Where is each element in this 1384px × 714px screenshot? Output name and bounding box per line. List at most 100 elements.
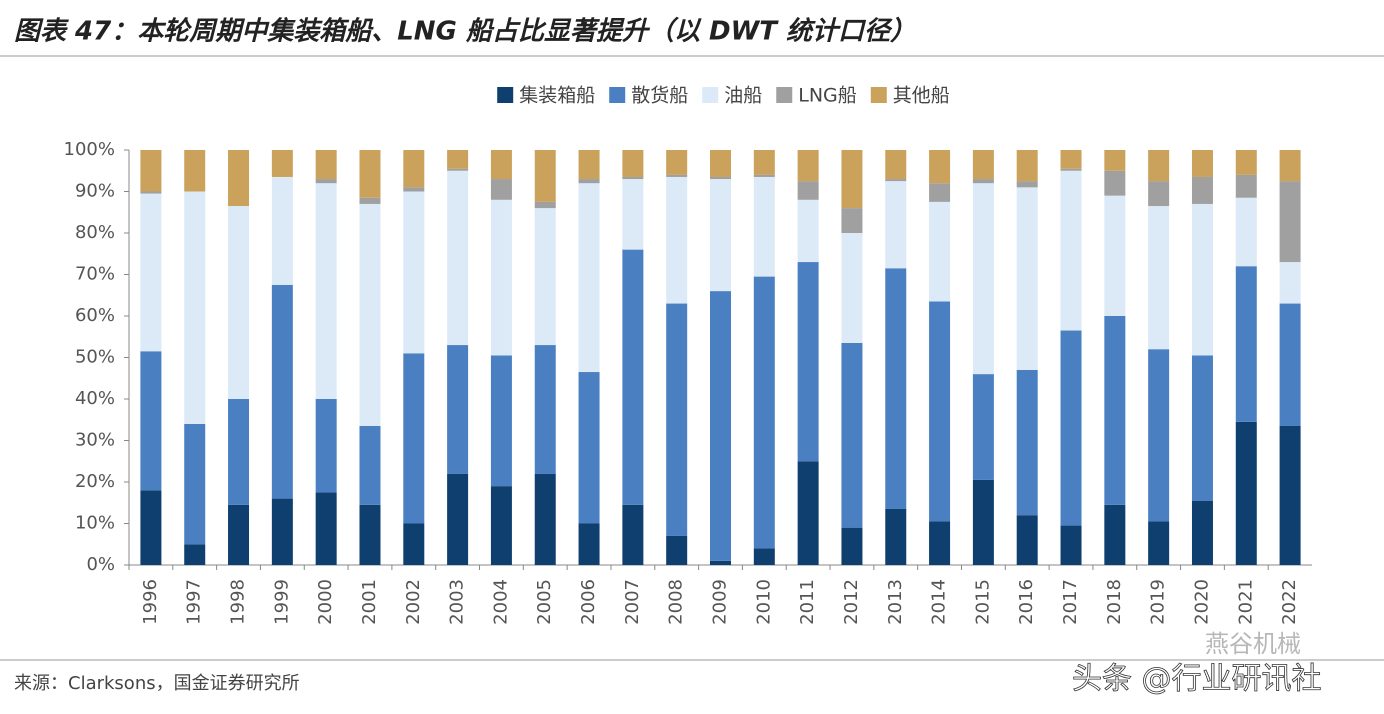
x-tick-label: 2003 xyxy=(447,579,468,625)
bar-segment xyxy=(403,191,425,354)
bar-segment xyxy=(184,423,206,545)
bar-segment xyxy=(1279,181,1301,263)
legend-label: 油船 xyxy=(724,85,762,107)
bar-segment xyxy=(534,473,556,565)
bar-segment xyxy=(140,150,162,192)
x-tick-label: 1996 xyxy=(140,579,161,625)
bar-segment xyxy=(753,174,775,177)
bar-segment xyxy=(534,345,556,474)
x-tick-label: 2014 xyxy=(929,579,950,625)
bar-segment xyxy=(753,548,775,565)
legend-label: 其他船 xyxy=(893,85,950,107)
legend-swatch xyxy=(497,87,514,103)
x-tick-label: 2012 xyxy=(841,579,862,625)
bar-segment xyxy=(315,399,337,493)
bar-segment xyxy=(797,199,819,263)
legend-label: LNG船 xyxy=(798,85,857,107)
bar-segment xyxy=(403,150,425,188)
bar-segment xyxy=(753,176,775,277)
bar-segment xyxy=(1235,174,1257,198)
bar-segment xyxy=(885,181,907,269)
bar-segment xyxy=(797,150,819,182)
bar-segment xyxy=(929,183,951,202)
bar-segment xyxy=(1060,150,1082,169)
x-tick-label: 2008 xyxy=(666,579,687,625)
bar-segment xyxy=(447,150,469,169)
bar-segment xyxy=(140,193,162,352)
bar-segment xyxy=(578,523,600,565)
bar-segment xyxy=(753,150,775,175)
bar-segment xyxy=(1191,150,1213,177)
x-tick-label: 2016 xyxy=(1016,579,1037,625)
bar-segment xyxy=(534,208,556,346)
bar-segment xyxy=(972,150,994,180)
y-tick-label: 40% xyxy=(75,388,115,409)
bar-segment xyxy=(885,179,907,182)
bar-segment xyxy=(403,353,425,524)
bar-segment xyxy=(359,197,381,204)
bar-segment xyxy=(1104,316,1126,505)
bar-segment xyxy=(1235,421,1257,565)
bar-segment xyxy=(140,351,162,491)
bar-segment xyxy=(797,181,819,200)
bar-segment xyxy=(1235,197,1257,267)
x-tick-label: 2019 xyxy=(1148,579,1169,625)
x-tick-label: 2009 xyxy=(710,579,731,625)
bar-segment xyxy=(666,174,688,177)
bar-segment xyxy=(1235,150,1257,175)
bar-segment xyxy=(1191,500,1213,565)
x-tick-label: 2001 xyxy=(359,579,380,625)
x-tick-label: 2010 xyxy=(753,579,774,625)
bar-segment xyxy=(1191,203,1213,356)
x-tick-label: 2011 xyxy=(797,579,818,625)
bar-segment xyxy=(841,527,863,565)
bar-segment xyxy=(1148,150,1170,182)
bar-segment xyxy=(490,199,512,356)
bar-segment xyxy=(578,150,600,180)
bar-segment xyxy=(929,201,951,302)
y-tick-label: 50% xyxy=(75,347,115,368)
bar-segment xyxy=(622,176,644,180)
bar-segment xyxy=(271,176,293,285)
bar-segment xyxy=(1148,521,1170,565)
x-tick-label: 2002 xyxy=(403,579,424,625)
x-tick-label: 2020 xyxy=(1191,579,1212,625)
bar-segment xyxy=(622,179,644,250)
bar-segment xyxy=(1104,195,1126,316)
legend-label: 集装箱船 xyxy=(519,85,595,107)
x-tick-label: 2000 xyxy=(315,579,336,625)
bar-segment xyxy=(885,150,907,180)
y-tick-label: 60% xyxy=(75,305,115,326)
bar-segment xyxy=(622,504,644,565)
bar-segment xyxy=(403,187,425,192)
bar-segment xyxy=(1148,349,1170,522)
bar-segment xyxy=(666,535,688,565)
bar-segment xyxy=(622,249,644,505)
bar-segment xyxy=(1191,176,1213,204)
bar-segment xyxy=(972,179,994,184)
bar-segment xyxy=(315,150,337,180)
bar-segment xyxy=(1235,266,1257,422)
watermark: 燕谷机械 xyxy=(1205,630,1301,658)
bar-segment xyxy=(359,425,381,505)
bar-segment xyxy=(1279,262,1301,304)
bar-segment xyxy=(271,498,293,565)
bar-segment xyxy=(1279,150,1301,182)
bar-segment xyxy=(184,191,206,424)
bar-segment xyxy=(929,301,951,522)
bar-segment xyxy=(929,150,951,184)
bar-segment xyxy=(797,262,819,462)
x-tick-label: 1997 xyxy=(184,579,205,625)
bar-segment xyxy=(622,150,644,177)
bar-segment xyxy=(140,490,162,565)
x-tick-label: 2007 xyxy=(622,579,643,625)
x-tick-label: 2004 xyxy=(490,579,511,625)
bar-segment xyxy=(534,201,556,209)
x-tick-label: 2005 xyxy=(534,579,555,625)
y-tick-label: 10% xyxy=(75,513,115,534)
bar-segment xyxy=(841,233,863,343)
bar-segment xyxy=(447,168,469,171)
bar-segment xyxy=(228,150,250,207)
bar-segment xyxy=(490,486,512,565)
